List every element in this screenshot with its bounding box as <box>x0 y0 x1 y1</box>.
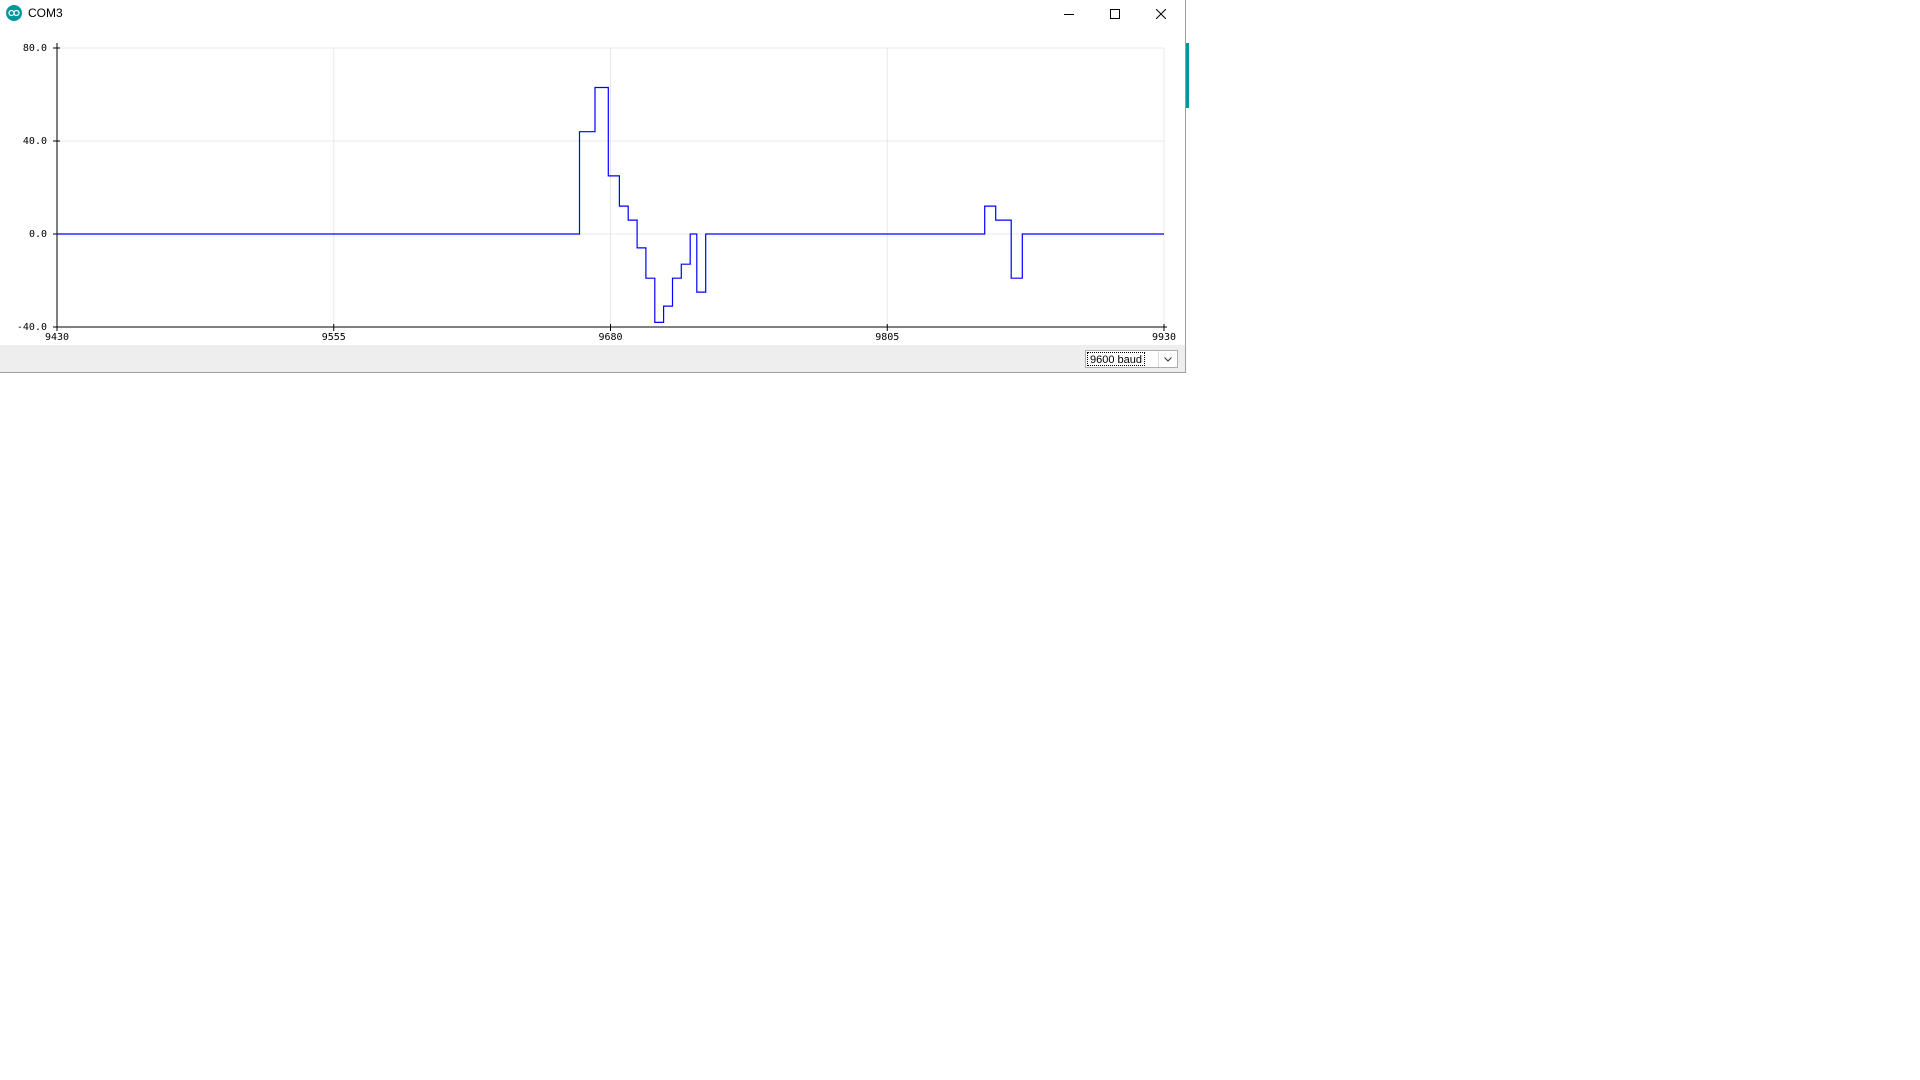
arduino-icon <box>6 5 22 21</box>
series-line <box>57 86 1164 323</box>
minimize-button[interactable] <box>1046 0 1092 27</box>
baud-rate-value: 9600 baud <box>1087 352 1145 366</box>
minimize-icon <box>1064 13 1074 15</box>
baud-rate-select[interactable]: 9600 baud <box>1085 350 1178 368</box>
close-icon <box>1156 8 1166 19</box>
close-button[interactable] <box>1138 0 1184 27</box>
x-tick-label: 9930 <box>1152 332 1176 343</box>
chevron-down-icon[interactable] <box>1158 351 1177 367</box>
maximize-button[interactable] <box>1092 0 1138 27</box>
y-tick-label: 0.0 <box>29 229 47 240</box>
title-bar[interactable]: COM3 <box>0 0 1185 27</box>
x-tick-label: 9680 <box>598 332 622 343</box>
window-title: COM3 <box>28 6 63 20</box>
serial-plotter-window: COM3 80.0 40.0 0.0 -40.0 9430 9555 9680 9805 993… <box>0 0 1186 373</box>
background-window-edge <box>1186 43 1189 108</box>
y-tick-label: -40.0 <box>17 322 47 333</box>
status-bar: 9600 baud <box>0 345 1185 372</box>
y-tick-label: 80.0 <box>23 43 47 54</box>
x-tick-label: 9555 <box>322 332 346 343</box>
maximize-icon <box>1110 8 1120 19</box>
y-tick-label: 40.0 <box>23 136 47 147</box>
x-tick-label: 9805 <box>875 332 899 343</box>
x-tick-label: 9430 <box>45 332 69 343</box>
